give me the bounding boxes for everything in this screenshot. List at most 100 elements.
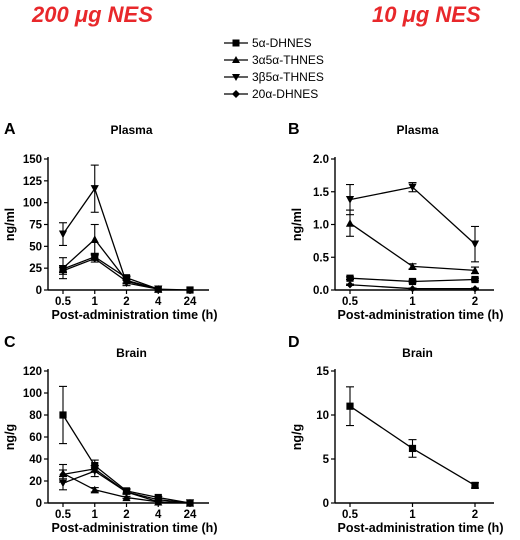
data-point-triangle-up: [345, 219, 355, 227]
x-tick-label: 2: [123, 296, 129, 308]
panel-letter: D: [288, 334, 300, 351]
series-square: [346, 386, 479, 489]
y-tick-label: 25: [29, 263, 42, 275]
series-diamond: [59, 465, 194, 507]
y-axis-label: ng/g: [290, 424, 304, 450]
y-tick-label: 1.5: [313, 187, 330, 199]
data-point-triangle-up: [90, 235, 99, 243]
data-point-triangle-down: [345, 196, 355, 204]
series-diamond: [59, 254, 162, 293]
y-tick-label: 125: [23, 176, 43, 188]
y-tick-label: 80: [29, 410, 42, 422]
y-tick-label: 0: [36, 285, 42, 297]
x-tick-label: 4: [155, 296, 162, 308]
x-axis-label: Post-administration time (h): [52, 308, 218, 322]
x-tick-label: 24: [184, 296, 197, 308]
series-triangle-up: [345, 209, 480, 275]
data-point-triangle-up: [408, 262, 417, 271]
series-triangle-down: [58, 164, 163, 294]
triangle-down-marker-icon: [224, 74, 248, 81]
data-point-square: [471, 275, 479, 284]
series-square: [346, 274, 479, 286]
x-tick-label: 0.5: [342, 509, 359, 521]
y-tick-label: 10: [316, 410, 329, 422]
data-point-square: [471, 481, 479, 489]
y-tick-label: 0: [36, 498, 42, 510]
data-point-square: [408, 444, 417, 453]
chart-title: Brain: [116, 346, 147, 360]
data-point-diamond: [186, 499, 194, 507]
x-axis-label: Post-administration time (h): [338, 308, 504, 322]
diamond-marker-icon: [224, 90, 248, 98]
data-point-diamond: [59, 267, 67, 275]
data-point-triangle-down: [90, 185, 99, 193]
data-point-triangle-down: [408, 183, 417, 192]
y-tick-label: 2.0: [313, 154, 329, 166]
y-tick-label: 75: [29, 220, 42, 232]
data-point-diamond: [408, 285, 417, 293]
legend-label: 5α-DHNES: [252, 36, 312, 50]
data-point-diamond: [471, 285, 479, 293]
y-axis-label: ng/ml: [290, 208, 304, 241]
data-point-diamond: [91, 465, 99, 473]
x-tick-label: 4: [155, 509, 162, 521]
y-tick-label: 60: [29, 432, 42, 444]
data-point-square: [408, 277, 417, 286]
data-point-triangle-down: [58, 479, 68, 488]
x-tick-label: 1: [409, 509, 416, 521]
y-tick-label: 120: [23, 366, 42, 378]
data-point-diamond: [122, 277, 131, 285]
heading-left: 200 μg NES: [32, 2, 153, 27]
x-axis-label: Post-administration time (h): [338, 521, 504, 535]
panel-letter: A: [4, 121, 16, 138]
y-axis-label: ng/g: [3, 424, 17, 450]
data-point-diamond: [154, 498, 162, 506]
x-tick-label: 2: [472, 296, 478, 308]
y-tick-label: 0: [323, 498, 329, 510]
x-tick-label: 0.5: [342, 296, 359, 308]
legend-label: 3α5α-THNES: [252, 53, 324, 67]
data-point-square: [346, 274, 354, 282]
series-line: [62, 257, 159, 290]
chart-title: Plasma: [110, 123, 152, 137]
y-tick-label: 40: [29, 454, 42, 466]
series-line: [62, 187, 159, 290]
y-axis-label: ng/ml: [3, 208, 17, 241]
x-tick-label: 2: [123, 509, 129, 521]
chart-title: Brain: [402, 346, 433, 360]
panel-letter: C: [4, 334, 16, 351]
x-tick-label: 1: [92, 296, 99, 308]
square-marker-icon: [224, 39, 248, 47]
y-tick-label: 100: [23, 388, 42, 400]
series-triangle-down: [345, 182, 480, 263]
y-tick-label: 150: [23, 154, 42, 166]
triangle-up-marker-icon: [224, 56, 248, 63]
y-tick-label: 15: [316, 366, 329, 378]
y-tick-label: 0.0: [313, 285, 329, 297]
data-point-square: [59, 411, 67, 419]
data-point-diamond: [59, 470, 67, 478]
legend-label: 3β5α-THNES: [252, 70, 324, 84]
y-tick-label: 100: [23, 198, 42, 210]
legend-label: 20α-DHNES: [252, 87, 319, 101]
data-point-triangle-up: [90, 485, 99, 494]
y-tick-label: 50: [29, 241, 42, 253]
data-point-triangle-up: [122, 493, 131, 502]
series-square: [59, 252, 194, 294]
x-tick-label: 0.5: [55, 509, 72, 521]
x-tick-label: 2: [472, 509, 478, 521]
x-tick-label: 0.5: [55, 296, 72, 308]
data-point-diamond: [154, 285, 162, 293]
chart-title: Plasma: [396, 123, 438, 137]
x-axis-label: Post-administration time (h): [52, 521, 218, 535]
data-point-diamond: [346, 281, 354, 289]
data-point-square: [346, 402, 354, 410]
x-tick-label: 1: [409, 296, 416, 308]
data-point-triangle-down: [58, 230, 68, 239]
x-tick-label: 24: [184, 509, 197, 521]
data-point-diamond: [91, 254, 99, 263]
data-point-diamond: [122, 488, 131, 496]
panel-letter: B: [288, 121, 300, 138]
